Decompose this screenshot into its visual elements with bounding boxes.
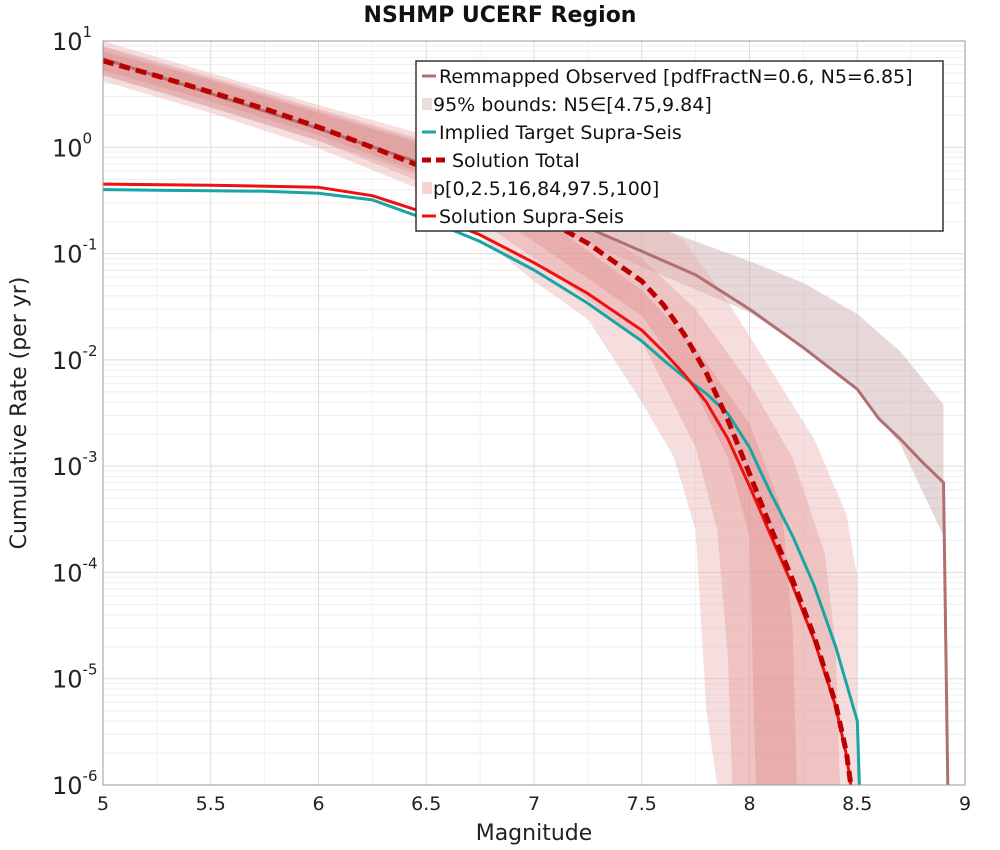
plot-frame (102, 40, 966, 786)
x-axis-label: Magnitude (476, 821, 593, 846)
y-tick-exponent: -3 (83, 448, 98, 466)
y-tick-exponent: -1 (83, 236, 98, 254)
y-tick-exponent: 0 (83, 129, 93, 147)
band-observed-95-bounds (103, 46, 944, 537)
y-tick-exponent: -5 (83, 661, 98, 679)
x-tick-label: 8.5 (842, 793, 872, 815)
y-tick-exponent: -6 (83, 767, 98, 785)
y-tick-label: 100 (52, 129, 92, 162)
y-tick-exponent: 1 (83, 23, 93, 41)
series-lines (102, 57, 950, 786)
y-tick-label: 10-3 (52, 448, 98, 481)
chart-title: NSHMP UCERF Region (364, 3, 637, 28)
y-tick-base: 10 (52, 772, 83, 800)
legend-label: Solution Total (452, 150, 580, 172)
x-tick-label: 9 (959, 793, 971, 815)
x-tick-label: 8 (743, 793, 755, 815)
x-tick-label: 6.5 (411, 793, 441, 815)
series-solution-total (102, 58, 854, 786)
x-tick-label: 5 (97, 793, 109, 815)
y-tick-base: 10 (52, 666, 83, 694)
legend-label: p[0,2.5,16,84,97.5,100] (433, 178, 659, 200)
y-tick-base: 10 (52, 134, 83, 162)
y-tick-exponent: -2 (83, 342, 98, 360)
y-tick-label: 101 (52, 23, 92, 56)
legend-label: Solution Supra-Seis (439, 206, 624, 228)
legend: Remmapped Observed [pdfFractN=0.6, N5=6.… (415, 60, 944, 232)
x-tick-label: 6 (312, 793, 324, 815)
y-tick-base: 10 (52, 347, 83, 375)
legend-swatch-band (422, 182, 432, 194)
y-tick-base: 10 (52, 28, 83, 56)
legend-label: Remmapped Observed [pdfFractN=0.6, N5=6.… (439, 66, 913, 88)
y-tick-exponent: -4 (83, 554, 98, 572)
y-tick-label: 10-1 (52, 236, 98, 269)
x-tick-label: 5.5 (196, 793, 226, 815)
y-tick-base: 10 (52, 559, 83, 587)
x-tick-label: 7.5 (627, 793, 657, 815)
y-axis-label: Cumulative Rate (per yr) (7, 277, 32, 550)
x-tick-label: 7 (528, 793, 540, 815)
y-tick-base: 10 (52, 453, 83, 481)
y-tick-label: 10-5 (52, 661, 98, 694)
legend-label: 95% bounds: N5∈[4.75,9.84] (433, 94, 712, 116)
legend-box (415, 60, 944, 232)
y-tick-label: 10-2 (52, 342, 98, 375)
series-implied-target-supra-seis (102, 188, 861, 786)
y-tick-base: 10 (52, 241, 83, 269)
x-tick-labels: 5 5.5 6 6.5 7 7.5 8 8.5 9 (97, 793, 971, 815)
y-tick-label: 10-4 (52, 554, 98, 587)
legend-swatch-band (422, 98, 432, 110)
legend-label: Implied Target Supra-Seis (439, 122, 682, 144)
y-tick-label: 10-6 (52, 767, 98, 800)
